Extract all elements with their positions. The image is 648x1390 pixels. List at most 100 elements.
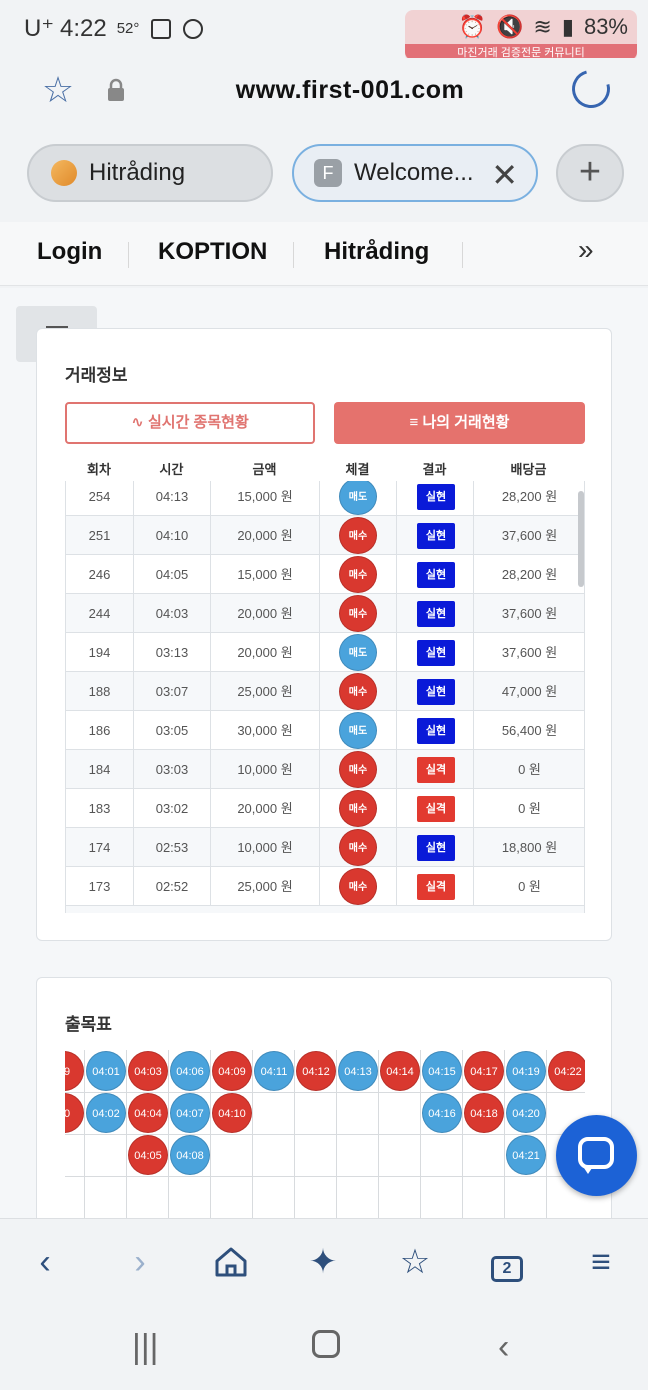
hitrading-favicon-icon bbox=[51, 160, 77, 186]
grid-column bbox=[65, 1050, 85, 1218]
grid-column bbox=[253, 1050, 295, 1218]
tabs-icon[interactable]: 2 bbox=[482, 1239, 532, 1285]
direction-badge: 매도 bbox=[339, 481, 377, 515]
result-cell: 실현 bbox=[397, 516, 474, 555]
round-cell: 188 bbox=[66, 672, 134, 711]
forward-icon[interactable]: › bbox=[134, 1243, 146, 1281]
direction-cell: 매도 bbox=[320, 633, 397, 672]
table-row: 174 02:53 10,000 원 매수 실현 18,800 원 bbox=[66, 828, 584, 867]
result-cell: 실현 bbox=[397, 594, 474, 633]
col-direction: 체결 bbox=[345, 462, 370, 477]
payout-cell: 18,800 원 bbox=[501, 840, 558, 855]
direction-cell: 매수 bbox=[320, 828, 397, 867]
col-time: 시간 bbox=[159, 462, 184, 477]
result-ball: 04:03 bbox=[128, 1051, 168, 1091]
time-cell: 04:03 bbox=[134, 594, 211, 633]
direction-badge: 매수 bbox=[339, 868, 377, 905]
result-ball: 04:01 bbox=[86, 1051, 126, 1091]
amount-cell: 10,000 원 bbox=[211, 828, 320, 867]
bookmark-login[interactable]: Login bbox=[37, 238, 103, 265]
result-ball: 04:17 bbox=[464, 1051, 504, 1091]
amount-cell: 30,000 원 bbox=[211, 711, 320, 750]
bookmark-star-icon[interactable]: ☆ bbox=[41, 69, 75, 110]
direction-badge: 매수 bbox=[339, 751, 377, 788]
direction-badge: 매수 bbox=[339, 595, 377, 632]
home-system-icon[interactable] bbox=[312, 1330, 340, 1358]
result-ball: 04:11 bbox=[254, 1051, 294, 1091]
grid-column bbox=[127, 1050, 169, 1218]
recent-apps-icon[interactable]: ||| bbox=[132, 1328, 159, 1366]
payout-cell: 0 원 bbox=[518, 879, 541, 894]
direction-cell: 매도 bbox=[320, 711, 397, 750]
table-row: 186 03:05 30,000 원 매도 실현 56,400 원 bbox=[66, 711, 584, 750]
result-cell: 실현 bbox=[397, 481, 474, 516]
direction-cell: 매수 bbox=[320, 516, 397, 555]
clock: 4:22 bbox=[60, 14, 107, 42]
amount-cell: 25,000 원 bbox=[211, 867, 320, 906]
payout-cell: 37,600 원 bbox=[501, 528, 558, 543]
result-badge: 실현 bbox=[417, 484, 455, 510]
result-ball: 04:05 bbox=[128, 1135, 168, 1175]
amount-cell: 20,000 원 bbox=[211, 516, 320, 555]
watermark-subtitle: 마진거래 검증전문 커뮤니티 bbox=[405, 44, 637, 60]
table-row: 254 04:13 15,000 원 매도 실현 28,200 원 bbox=[66, 481, 584, 516]
reload-icon[interactable] bbox=[565, 63, 617, 115]
amount-cell: 15,000 원 bbox=[211, 555, 320, 594]
chat-button[interactable] bbox=[556, 1115, 637, 1196]
my-trades-button[interactable]: ≡ 나의 거래현황 bbox=[334, 402, 585, 444]
result-ball: 04:13 bbox=[338, 1051, 378, 1091]
grid-column bbox=[379, 1050, 421, 1218]
time-cell: 04:10 bbox=[134, 516, 211, 555]
grid-column bbox=[463, 1050, 505, 1218]
realtime-status-button[interactable]: ∿ 실시간 종목현황 bbox=[65, 402, 315, 444]
grid-column bbox=[211, 1050, 253, 1218]
trade-info-card: 거래정보 ∿ 실시간 종목현황 ≡ 나의 거래현황 회차 시간 금액 체결 결과… bbox=[36, 328, 612, 941]
home-icon[interactable] bbox=[206, 1239, 256, 1285]
round-cell: 244 bbox=[66, 594, 134, 633]
result-cell: 실현 bbox=[397, 555, 474, 594]
round-cell: 174 bbox=[66, 828, 134, 867]
system-back-icon[interactable]: ‹ bbox=[498, 1328, 510, 1366]
direction-cell: 매수 bbox=[320, 867, 397, 906]
table-scrollbar[interactable] bbox=[578, 491, 584, 587]
direction-cell: 매수 bbox=[320, 789, 397, 828]
tab-welcome[interactable]: F Welcome... ✕ bbox=[292, 144, 538, 202]
table-row: 251 04:10 20,000 원 매수 실현 37,600 원 bbox=[66, 516, 584, 555]
tab-title: Hitråding bbox=[89, 159, 186, 186]
result-badge: 실현 bbox=[417, 718, 455, 744]
grid-column bbox=[169, 1050, 211, 1218]
direction-badge: 매수 bbox=[339, 556, 377, 593]
bookmark-koption[interactable]: KOPTION bbox=[158, 238, 268, 265]
table-row: 188 03:07 25,000 원 매수 실현 47,000 원 bbox=[66, 672, 584, 711]
back-icon[interactable]: ‹ bbox=[39, 1243, 51, 1281]
weather-icon bbox=[183, 18, 204, 39]
grid-column bbox=[295, 1050, 337, 1218]
trade-table[interactable]: 254 04:13 15,000 원 매도 실현 28,200 원 251 04:10 20,0… bbox=[65, 481, 585, 913]
result-ball: 04:21 bbox=[506, 1135, 546, 1175]
close-tab-icon[interactable]: ✕ bbox=[491, 157, 518, 193]
table-row: 244 04:03 20,000 원 매수 실현 37,600 원 bbox=[66, 594, 584, 633]
direction-cell: 매수 bbox=[320, 555, 397, 594]
chart-table-title: 출목표 bbox=[65, 1015, 112, 1034]
ai-sparkle-icon[interactable]: ✦ bbox=[308, 1243, 338, 1281]
direction-cell: 매수 bbox=[320, 750, 397, 789]
result-badge: 실현 bbox=[417, 835, 455, 861]
direction-badge: 매수 bbox=[339, 829, 377, 866]
tab-hitrading[interactable]: Hitråding bbox=[27, 144, 273, 202]
result-badge: 실격 bbox=[417, 796, 455, 822]
col-result: 결과 bbox=[422, 462, 447, 477]
grid-column bbox=[85, 1050, 127, 1218]
payout-cell: 37,600 원 bbox=[501, 606, 558, 621]
bookmarks-icon[interactable]: ☆ bbox=[399, 1243, 431, 1281]
result-ball: 04:09 bbox=[212, 1051, 252, 1091]
url-text[interactable]: www.first-001.com bbox=[235, 76, 465, 104]
alarm-icon: ⏰ bbox=[458, 14, 486, 39]
payout-cell: 28,200 원 bbox=[501, 489, 558, 504]
bookmark-hitrading[interactable]: Hitråding bbox=[324, 238, 430, 265]
round-cell: 254 bbox=[66, 481, 134, 516]
new-tab-button[interactable]: + bbox=[556, 144, 624, 202]
amount-cell: 10,000 원 bbox=[211, 750, 320, 789]
menu-icon[interactable]: ≡ bbox=[591, 1243, 611, 1281]
table-row-partial bbox=[66, 906, 584, 913]
more-bookmarks-icon[interactable]: » bbox=[578, 234, 594, 265]
